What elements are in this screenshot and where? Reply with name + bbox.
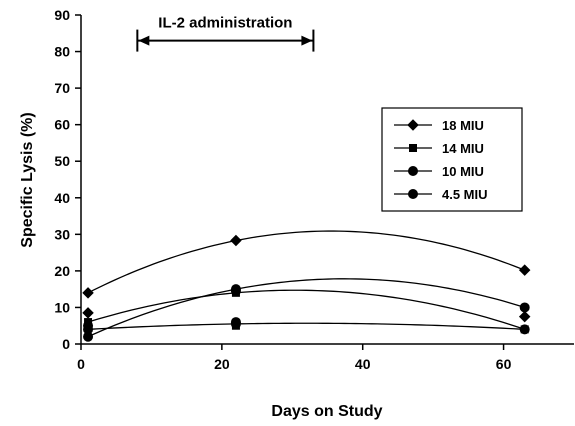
x-tick-label: 0: [77, 356, 85, 372]
data-point: [230, 285, 241, 296]
legend-marker: [409, 144, 417, 152]
legend-marker: [408, 166, 418, 176]
data-point: [519, 302, 530, 313]
y-tick-label: 30: [54, 226, 70, 242]
data-point: [82, 307, 94, 319]
axes: 0 10 20 30 40 50 60 70 80 90 0 20 40 60: [54, 7, 574, 372]
series-curve: [88, 322, 525, 331]
legend-marker: [408, 189, 418, 199]
data-point: [230, 234, 242, 247]
legend-label: 10 MIU: [442, 164, 484, 179]
legend-marker: [407, 119, 419, 131]
x-tick-label: 40: [355, 356, 371, 372]
annotation-left-arrowhead: [138, 35, 150, 46]
y-tick-label: 80: [54, 44, 70, 60]
y-tick-label: 10: [54, 299, 70, 315]
y-tick-label: 40: [54, 190, 70, 206]
series-curve: [87, 230, 525, 294]
y-tick-label: 90: [54, 7, 70, 23]
y-tick-label: 70: [54, 80, 70, 96]
legend-label: 4.5 MIU: [442, 187, 488, 202]
curves: [87, 230, 525, 338]
data-point: [230, 317, 241, 328]
legend-label: 14 MIU: [442, 141, 484, 156]
annotation-label: IL-2 administration: [158, 15, 292, 32]
y-tick-label: 0: [62, 336, 70, 352]
x-tick-label: 20: [214, 356, 230, 372]
series-curve: [87, 278, 525, 338]
data-point: [518, 310, 531, 323]
data-point: [82, 287, 94, 299]
annotation-right-arrowhead: [301, 35, 313, 46]
legend: 18 MIU 14 MIU 10 MIU 4.5 MIU: [381, 107, 523, 212]
data-point: [83, 331, 94, 342]
markers: [82, 234, 531, 342]
y-tick-label: 60: [54, 117, 70, 133]
x-tick-label: 60: [496, 356, 512, 372]
y-tick-label: 20: [54, 263, 70, 279]
x-axis-title: Days on Study: [271, 403, 382, 420]
y-axis-title: Specific Lysis (%): [19, 112, 36, 247]
annotation: IL-2 administration: [136, 15, 315, 52]
data-point: [518, 264, 531, 276]
data-point: [83, 320, 94, 331]
data-point: [519, 324, 530, 335]
series-curve: [87, 289, 525, 330]
legend-label: 18 MIU: [442, 118, 484, 133]
y-tick-label: 50: [54, 153, 70, 169]
